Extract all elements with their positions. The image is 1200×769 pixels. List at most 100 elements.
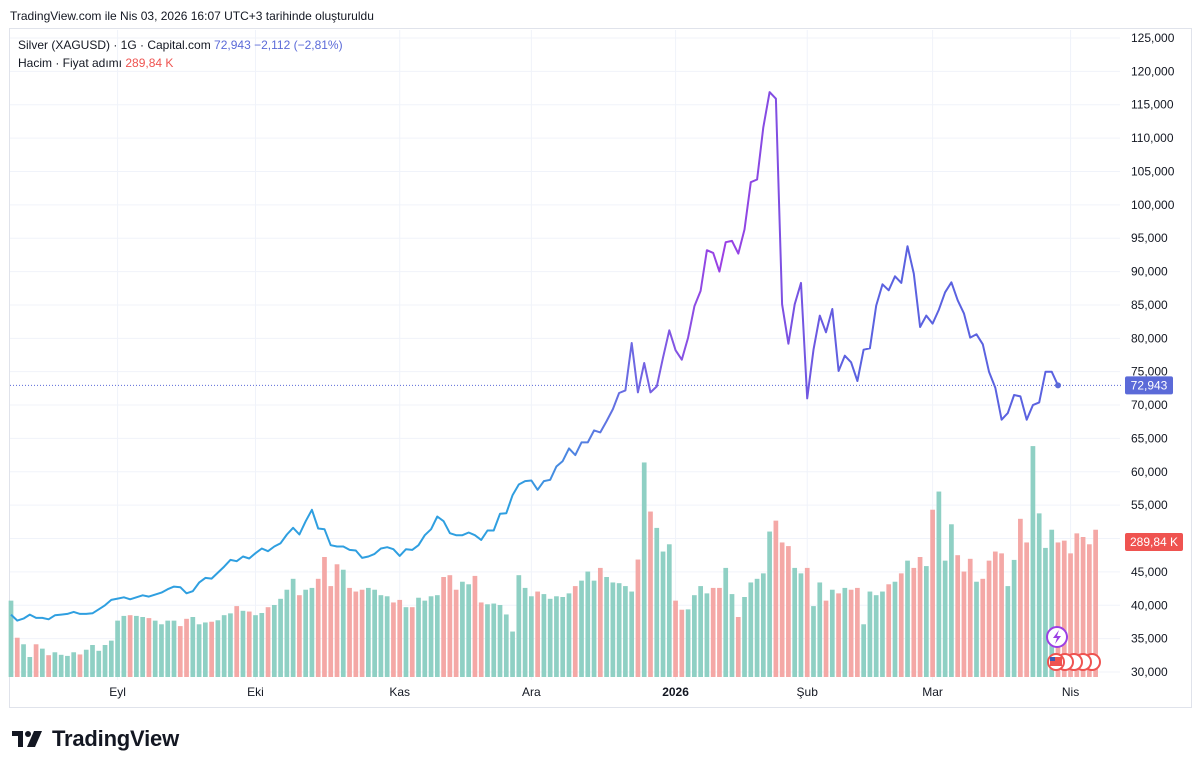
volume-bar [942, 560, 948, 677]
volume-bar [39, 648, 45, 677]
price-change: −2,112 (−2,81%) [254, 38, 343, 52]
symbol-legend[interactable]: Silver (XAGUSD) · 1G · Capital.com 72,94… [18, 38, 343, 52]
symbol-name: Silver (XAGUSD) · 1G · Capital.com [18, 38, 211, 52]
volume-bar [409, 607, 415, 677]
us-flag-icon [1050, 657, 1062, 666]
volume-bar [898, 573, 904, 677]
price-series-line[interactable] [10, 91, 1059, 622]
volume-bar [102, 645, 108, 677]
volume-bar [666, 544, 672, 677]
volume-bar [729, 594, 735, 677]
y-tick-label: 90,000 [1131, 265, 1168, 279]
volume-bar [867, 591, 873, 677]
volume-bar [428, 596, 434, 677]
volume-bar [779, 542, 785, 677]
volume-bar [228, 613, 233, 677]
volume-bar [823, 600, 829, 677]
volume-bar [842, 587, 848, 677]
volume-bar [654, 527, 660, 677]
volume-bar [723, 567, 729, 677]
tradingview-brand[interactable]: TradingView [12, 726, 179, 752]
volume-bar [861, 624, 866, 677]
volume-bar [115, 620, 120, 677]
x-tick-label: Eki [247, 685, 264, 699]
volume-bar [290, 578, 296, 677]
volume-value: 289,84 K [125, 56, 174, 70]
x-tick-label: Nis [1062, 685, 1079, 699]
volume-bar [240, 610, 246, 677]
volume-bar [315, 578, 321, 677]
volume-bar [811, 606, 816, 677]
volume-bar [516, 575, 522, 677]
volume-bar [190, 617, 196, 677]
y-tick-label: 85,000 [1131, 298, 1168, 312]
y-tick-label: 115,000 [1131, 98, 1174, 112]
volume-bar [8, 600, 14, 677]
price-axis: 125,000 120,000 115,000 110,000 105,000 100,0… [1131, 31, 1175, 679]
volume-bar [253, 615, 258, 677]
volume-bar [46, 655, 51, 677]
volume-bar [96, 650, 102, 677]
volume-bar [685, 609, 691, 677]
volume-bar [71, 652, 77, 677]
volume-bar [604, 577, 609, 677]
volume-bar [58, 654, 64, 677]
volume-bar [1049, 529, 1055, 677]
volume-bar [773, 520, 779, 677]
volume-bar [472, 575, 478, 677]
volume-bar [184, 618, 189, 677]
volume-bar [460, 581, 465, 677]
event-markers [1046, 626, 1101, 671]
volume-legend[interactable]: Hacim · Fiyat adımı 289,84 K [18, 56, 173, 70]
volume-bar [648, 511, 653, 677]
volume-bar [265, 607, 271, 677]
volume-bar [108, 640, 114, 677]
volume-bar [1055, 542, 1061, 677]
volume-bar [391, 602, 396, 677]
volume-bar [159, 624, 164, 677]
volume-bar [353, 591, 359, 677]
chart-caption: TradingView.com ile Nis 03, 2026 16:07 U… [10, 9, 374, 23]
volume-bar [623, 586, 628, 677]
volume-tag-box[interactable] [1125, 533, 1183, 551]
volume-bar [930, 509, 935, 677]
volume-bar [1030, 446, 1036, 677]
volume-bar [384, 596, 390, 677]
volume-bar [221, 615, 227, 677]
volume-bar [717, 587, 722, 677]
volume-bar [554, 596, 559, 677]
volume-bar [434, 595, 440, 677]
y-tick-label: 40,000 [1131, 598, 1168, 612]
volume-bar [271, 605, 277, 677]
volume-bar [873, 595, 879, 677]
price-tag-box[interactable] [1125, 376, 1173, 395]
volume-bar [742, 597, 747, 677]
volume-bar [848, 589, 854, 677]
volume-bar [704, 593, 710, 677]
volume-bar [77, 654, 83, 677]
volume-bar [999, 553, 1004, 677]
volume-bar [597, 567, 603, 677]
volume-bar [886, 584, 892, 677]
volume-bar [610, 582, 616, 677]
volume-bar [541, 594, 547, 677]
y-tick-label: 55,000 [1131, 498, 1168, 512]
volume-bar [836, 593, 841, 677]
volume-bar [1011, 559, 1017, 677]
chart-frame [9, 28, 1192, 708]
volume-bar [629, 591, 635, 677]
volume-bar [1068, 553, 1073, 677]
volume-bar [127, 615, 133, 677]
volume-bar [1005, 586, 1011, 677]
volume-bar [798, 573, 804, 677]
volume-bar [334, 564, 340, 677]
x-tick-label: Mar [922, 685, 943, 699]
volume-bar [52, 652, 58, 677]
volume-bar [817, 582, 823, 677]
y-tick-label: 70,000 [1131, 398, 1168, 412]
volume-bar [974, 581, 979, 677]
volume-bar [259, 613, 265, 677]
volume-bar [309, 587, 315, 677]
volume-bar [422, 600, 428, 677]
